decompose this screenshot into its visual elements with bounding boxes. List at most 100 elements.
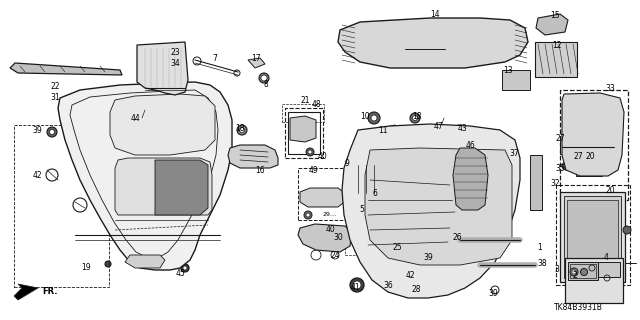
Polygon shape xyxy=(342,124,520,298)
Text: 46: 46 xyxy=(465,140,475,149)
Circle shape xyxy=(478,246,482,250)
Circle shape xyxy=(437,125,443,131)
Circle shape xyxy=(570,268,578,276)
Text: 23
34: 23 34 xyxy=(170,48,180,68)
Text: 16: 16 xyxy=(255,165,265,174)
Bar xyxy=(345,235,373,255)
Bar xyxy=(598,262,620,277)
Text: 42: 42 xyxy=(405,270,415,279)
Bar xyxy=(564,196,621,278)
Text: 17: 17 xyxy=(251,53,261,62)
Text: 40: 40 xyxy=(317,151,327,161)
Circle shape xyxy=(239,127,244,132)
Polygon shape xyxy=(290,116,316,142)
Text: 5: 5 xyxy=(360,205,364,214)
Polygon shape xyxy=(338,18,528,68)
Text: 39: 39 xyxy=(488,289,498,298)
Text: 39: 39 xyxy=(423,253,433,262)
Text: 27: 27 xyxy=(573,151,583,161)
Bar xyxy=(400,40,450,58)
Polygon shape xyxy=(365,148,512,265)
Circle shape xyxy=(371,115,377,121)
Text: 18: 18 xyxy=(412,111,422,121)
Circle shape xyxy=(353,281,361,289)
Circle shape xyxy=(306,213,310,217)
Bar xyxy=(567,200,618,272)
Circle shape xyxy=(181,264,189,272)
Polygon shape xyxy=(137,42,188,95)
Text: 27: 27 xyxy=(555,133,565,142)
Bar xyxy=(560,140,615,154)
Polygon shape xyxy=(536,14,568,35)
Text: 48: 48 xyxy=(311,100,321,108)
Circle shape xyxy=(564,164,568,168)
Polygon shape xyxy=(110,94,215,155)
Circle shape xyxy=(368,112,380,124)
Polygon shape xyxy=(14,284,38,300)
Bar xyxy=(568,262,598,280)
Polygon shape xyxy=(562,93,624,176)
Text: 18: 18 xyxy=(236,124,244,132)
Circle shape xyxy=(580,268,588,276)
Text: 2: 2 xyxy=(573,271,577,281)
Text: 49: 49 xyxy=(308,165,318,174)
Polygon shape xyxy=(453,148,488,210)
Circle shape xyxy=(47,127,57,137)
Polygon shape xyxy=(125,255,165,268)
Circle shape xyxy=(308,150,312,154)
Text: 44: 44 xyxy=(130,114,140,123)
Text: 26: 26 xyxy=(452,234,462,243)
Text: 28: 28 xyxy=(412,285,420,294)
Circle shape xyxy=(183,266,187,270)
Bar xyxy=(298,168,346,220)
Text: 12: 12 xyxy=(552,41,562,50)
Text: FR.: FR. xyxy=(42,287,58,297)
Bar xyxy=(288,112,320,154)
Text: TK84B3931B: TK84B3931B xyxy=(554,303,602,313)
Text: 32: 32 xyxy=(550,179,560,188)
Text: 47: 47 xyxy=(433,122,443,131)
Circle shape xyxy=(623,226,631,234)
Circle shape xyxy=(259,73,269,83)
Text: 20: 20 xyxy=(605,186,615,195)
Text: 6: 6 xyxy=(372,188,378,197)
Bar xyxy=(565,258,623,303)
Bar xyxy=(372,192,394,208)
Polygon shape xyxy=(115,158,212,215)
Bar xyxy=(285,108,323,158)
Text: 25: 25 xyxy=(392,243,402,252)
Bar xyxy=(535,42,577,77)
Circle shape xyxy=(410,113,420,123)
Circle shape xyxy=(105,261,111,267)
Text: 43: 43 xyxy=(457,124,467,132)
Polygon shape xyxy=(298,224,352,252)
Polygon shape xyxy=(10,63,122,75)
Text: 20: 20 xyxy=(585,151,595,161)
Text: 8: 8 xyxy=(264,79,268,89)
Bar xyxy=(560,90,628,200)
Bar xyxy=(556,185,630,285)
Polygon shape xyxy=(248,58,265,68)
Text: 11: 11 xyxy=(378,125,388,134)
Bar xyxy=(502,70,530,90)
Circle shape xyxy=(137,119,143,125)
Text: 9: 9 xyxy=(344,158,349,167)
Text: 42: 42 xyxy=(32,171,42,180)
Bar xyxy=(570,264,596,278)
Polygon shape xyxy=(155,160,208,215)
Text: 38: 38 xyxy=(537,259,547,268)
Polygon shape xyxy=(382,125,400,140)
Circle shape xyxy=(49,130,54,134)
Text: 1: 1 xyxy=(538,244,542,252)
Circle shape xyxy=(350,278,364,292)
Text: 41: 41 xyxy=(350,284,360,292)
Text: 36: 36 xyxy=(383,281,393,290)
Bar xyxy=(282,104,324,122)
Bar xyxy=(530,155,542,210)
Bar xyxy=(560,192,625,282)
Text: 45: 45 xyxy=(175,269,185,278)
Circle shape xyxy=(306,148,314,156)
Bar xyxy=(360,208,382,238)
Text: 7: 7 xyxy=(212,53,218,62)
Text: 10: 10 xyxy=(360,111,370,121)
